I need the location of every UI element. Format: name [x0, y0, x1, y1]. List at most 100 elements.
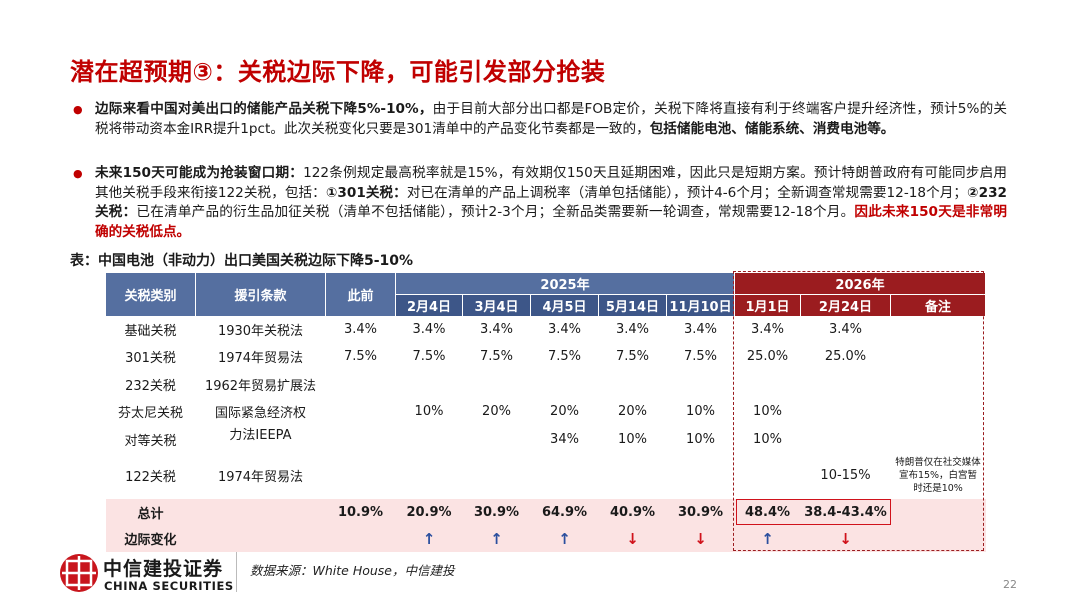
table-cell: 10% — [686, 404, 715, 419]
table-cell — [801, 426, 891, 453]
table-cell: 30.9% — [462, 498, 531, 526]
header-cell: 关税类别 — [105, 272, 196, 317]
table-cell: 232关税 — [125, 378, 176, 394]
table-cell — [463, 426, 531, 453]
table-cell: ↑ — [530, 525, 599, 552]
table-cell: 总计 — [105, 498, 196, 526]
table-cell: 3.4% — [750, 322, 785, 338]
table-cell: 10% — [414, 404, 444, 419]
bullet-text: 未来150天可能成为抢装窗口期： — [95, 165, 304, 181]
table-cell — [326, 426, 396, 453]
table-row: 232关税 1962年贸易扩展法 — [106, 371, 986, 398]
table-cell: 10% — [753, 404, 782, 419]
table-cell — [326, 371, 396, 398]
table-cell — [599, 371, 667, 398]
table-cell: 20.9% — [395, 498, 463, 526]
table-cell — [801, 398, 891, 426]
table-cell: 3.4% — [683, 322, 718, 338]
table-cell: 基础关税 — [124, 324, 177, 340]
header-cell: 5月14日 — [598, 294, 667, 317]
table-cell — [325, 525, 396, 552]
page-number: 22 — [1003, 578, 1017, 591]
table-cell: 3.4% — [412, 322, 446, 338]
bullet-text: 边际来看中国对美出口的储能产品关税下降5%-10%， — [95, 101, 433, 117]
bullet-text: ②232关税： — [95, 184, 1008, 221]
table-cell: 7.5% — [479, 349, 514, 364]
table-cell: 3.4% — [828, 322, 863, 338]
table-cell — [667, 453, 735, 499]
source-note: 数据来源：White House，中信建投 — [250, 563, 455, 578]
table-cell: 1962年贸易扩展法 — [204, 378, 317, 394]
table-cell: 边际变化 — [105, 525, 196, 552]
table-cell: 25.0% — [824, 349, 867, 364]
table-caption: 表：中国电池（非动力）出口美国关税边际下降5-10% — [70, 253, 414, 269]
bullet-dot: ● — [73, 103, 83, 116]
header-group: 2025年 — [395, 272, 735, 295]
bullet: ● 未来150天可能成为抢装窗口期：122条例规定最高税率就是15%，有效期仅15… — [73, 164, 1008, 242]
table-cell — [195, 498, 326, 526]
brand-name-en: CHINA SECURITIES — [104, 579, 234, 593]
table-cell — [891, 371, 986, 398]
table-cell — [195, 525, 326, 552]
table-cell — [531, 453, 599, 499]
table-cell: 特朗普仅在社交媒体宣布15%，白宫暂时还是10% — [895, 457, 981, 494]
table-cell — [396, 371, 463, 398]
table-cell: 芬太尼关税 — [117, 406, 183, 421]
bullet-text: 122条例规定最高税率就是15%，有效期仅150天且延期困难，因此只是短期方案。… — [95, 165, 1008, 201]
header-cell: 1月1日 — [734, 294, 801, 317]
table-cell: 10% — [753, 431, 782, 447]
header-cell: 4月5日 — [530, 294, 599, 317]
table-cell: 20% — [482, 404, 511, 419]
table-cell — [463, 453, 531, 499]
table-cell — [396, 453, 463, 499]
header-cell: 2月4日 — [395, 294, 463, 317]
table-cell — [891, 343, 986, 371]
table-cell: 1974年贸易法 — [217, 470, 304, 485]
header-cell: 11月10日 — [666, 294, 735, 317]
header-cell: 此前 — [325, 272, 396, 317]
table-row: 总计 10.9% 20.9% 30.9% 64.9% 40.9% 30.9% 48.4% 38.… — [105, 498, 986, 526]
slide-title: 潜在超预期③：关税边际下降，可能引发部分抢装 — [70, 58, 606, 86]
table-cell: 10-15% — [820, 468, 871, 483]
table-cell: 1930年关税法 — [217, 324, 304, 340]
table-cell — [890, 498, 986, 526]
header-cell: 备注 — [890, 294, 986, 317]
table-row: 对等关税 34% 10% 10% 10% — [106, 426, 986, 453]
table-cell: 38.4-43.4% — [800, 498, 891, 526]
table-cell: 20% — [618, 404, 647, 419]
table-cell: 10% — [618, 431, 647, 447]
bullet: ● 边际来看中国对美出口的储能产品关税下降5%-10%，由于目前大部分出口都是FO… — [73, 100, 1007, 139]
table-cell — [890, 525, 986, 552]
table-cell: 20% — [550, 404, 579, 419]
header-cell: 援引条款 — [195, 272, 326, 317]
table-cell: 64.9% — [530, 498, 599, 526]
table-cell: 3.4% — [343, 322, 378, 338]
table-cell: 7.5% — [412, 349, 446, 364]
table-cell: ↑ — [462, 525, 531, 552]
bullet-text: 包括储能电池、储能系统、消费电池等。 — [649, 120, 895, 137]
header-cell: 3月4日 — [462, 294, 531, 317]
table-cell: 25.0% — [746, 349, 789, 364]
header-cell: 2月24日 — [800, 294, 891, 317]
header-row: 关税类别 援引条款 此前 2025年 2026年 — [105, 272, 986, 317]
table-cell: ↑ — [395, 525, 463, 552]
logo — [60, 554, 98, 592]
table-cell — [599, 453, 667, 499]
table-cell — [531, 371, 599, 398]
table-cell: 3.4% — [547, 322, 582, 338]
table-cell: 301关税 — [125, 351, 176, 366]
table-row: 基础关税 1930年关税法 3.4% 3.4% 3.4% 3.4% 3.4% 3.4% 3.4%… — [106, 317, 986, 343]
divider — [236, 552, 237, 592]
table-cell — [891, 398, 986, 426]
table-row: 301关税 1974年贸易法 7.5% 7.5% 7.5% 7.5% 7.5% 7.5% 25.… — [106, 343, 986, 371]
table-cell — [891, 317, 986, 343]
header-row: 2月4日 3月4日 4月5日 5月14日 11月10日 1月1日 2月24日 备注 — [106, 294, 986, 317]
table-cell — [326, 453, 396, 499]
table-cell: 7.5% — [615, 349, 650, 364]
bullet-text: ①301关税： — [325, 184, 407, 201]
table-cell: ↓ — [800, 525, 891, 552]
table-cell: 34% — [550, 431, 579, 447]
table-cell: 30.9% — [666, 498, 735, 526]
table-cell: 7.5% — [343, 349, 378, 364]
table-row: 122关税 1974年贸易法 10-15% 特朗普仅在社交媒体宣布15%，白宫暂时还是… — [106, 453, 986, 499]
